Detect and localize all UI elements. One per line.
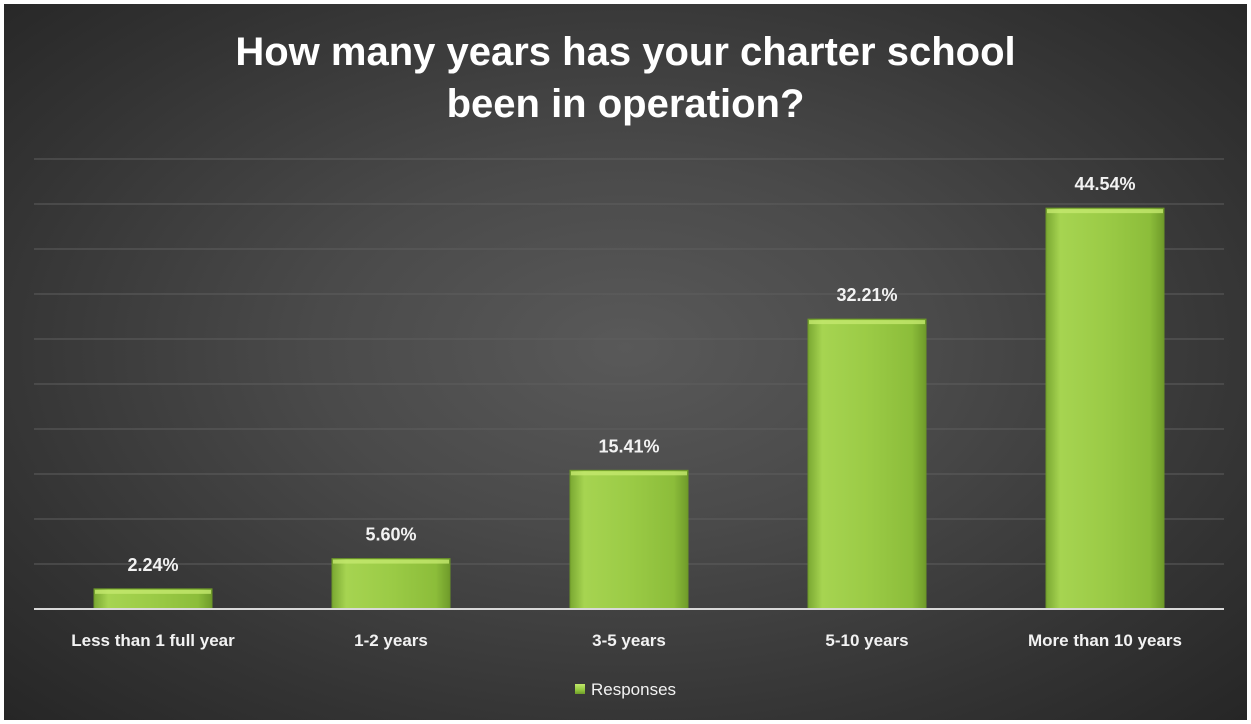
bar-5-10-years — [807, 318, 927, 610]
x-tick-label: 5-10 years — [825, 631, 908, 650]
data-labels: 2.24% 5.60% 15.41% 32.21% 44.54% — [127, 174, 1135, 575]
chart-title-line-1: How many years has your charter school — [235, 30, 1016, 74]
bar-top-highlight — [1047, 209, 1163, 214]
x-tick-label: Less than 1 full year — [71, 631, 235, 650]
bar-top-highlight — [809, 320, 925, 325]
legend: Responses — [4, 680, 1247, 700]
x-axis-tick-labels: Less than 1 full year 1-2 years 3-5 years 5… — [71, 631, 1182, 650]
bar-more-than-10-years — [1045, 207, 1165, 610]
bar-3-5-years — [569, 469, 689, 610]
chart-area: How many years has your charter school b… — [4, 4, 1247, 720]
bar-top-highlight — [571, 471, 687, 476]
data-label: 44.54% — [1074, 174, 1135, 194]
chart-title: How many years has your charter school b… — [4, 26, 1247, 130]
data-label: 5.60% — [365, 525, 416, 545]
bars — [93, 207, 1165, 610]
bar-1-2-years — [331, 558, 451, 610]
data-label: 32.21% — [836, 285, 897, 305]
chart-title-line-2: been in operation? — [446, 82, 805, 126]
data-label: 2.24% — [127, 555, 178, 575]
legend-swatch-responses — [574, 683, 585, 694]
x-tick-label: 1-2 years — [354, 631, 428, 650]
x-tick-label: More than 10 years — [1028, 631, 1182, 650]
legend-label-responses: Responses — [590, 680, 677, 699]
bar-top-highlight — [333, 559, 449, 564]
bar-top-highlight — [95, 589, 211, 594]
data-label: 15.41% — [598, 436, 659, 456]
bar-chart: 2.24% 5.60% 15.41% 32.21% 44.54% Less than 1… — [34, 158, 1224, 650]
x-tick-label: 3-5 years — [592, 631, 666, 650]
